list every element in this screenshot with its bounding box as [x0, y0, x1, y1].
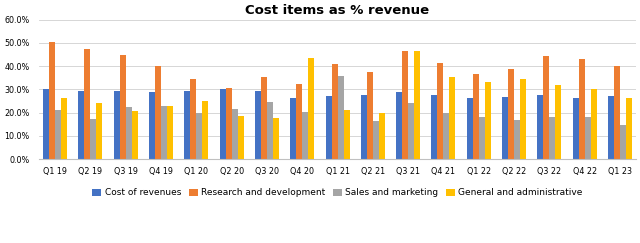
Bar: [196, 113, 202, 159]
Bar: [473, 74, 479, 159]
Bar: [220, 89, 226, 159]
Bar: [202, 101, 209, 159]
Bar: [556, 85, 561, 159]
Bar: [61, 98, 67, 159]
Bar: [484, 82, 491, 159]
Bar: [438, 63, 444, 159]
Bar: [326, 96, 332, 159]
Bar: [585, 117, 591, 159]
Bar: [49, 43, 55, 159]
Bar: [120, 55, 125, 159]
Bar: [396, 92, 402, 159]
Bar: [302, 112, 308, 159]
Bar: [626, 98, 632, 159]
Bar: [449, 77, 456, 159]
Bar: [514, 120, 520, 159]
Bar: [414, 51, 420, 159]
Bar: [190, 79, 196, 159]
Bar: [591, 89, 596, 159]
Bar: [161, 106, 167, 159]
Bar: [291, 98, 296, 159]
Bar: [273, 118, 279, 159]
Bar: [502, 97, 508, 159]
Bar: [125, 107, 132, 159]
Bar: [543, 56, 549, 159]
Bar: [232, 109, 237, 159]
Bar: [155, 66, 161, 159]
Legend: Cost of revenues, Research and development, Sales and marketing, General and adm: Cost of revenues, Research and developme…: [91, 187, 584, 199]
Bar: [479, 117, 484, 159]
Bar: [267, 102, 273, 159]
Bar: [79, 91, 84, 159]
Bar: [431, 95, 438, 159]
Bar: [97, 103, 102, 159]
Bar: [344, 110, 349, 159]
Bar: [149, 92, 155, 159]
Bar: [379, 113, 385, 159]
Bar: [132, 111, 138, 159]
Bar: [373, 121, 379, 159]
Bar: [367, 72, 373, 159]
Bar: [402, 51, 408, 159]
Bar: [549, 117, 556, 159]
Bar: [614, 66, 620, 159]
Bar: [84, 50, 90, 159]
Title: Cost items as % revenue: Cost items as % revenue: [246, 4, 429, 17]
Bar: [255, 91, 261, 159]
Bar: [43, 89, 49, 159]
Bar: [332, 64, 337, 159]
Bar: [608, 96, 614, 159]
Bar: [337, 76, 344, 159]
Bar: [237, 116, 244, 159]
Bar: [408, 103, 414, 159]
Bar: [296, 84, 302, 159]
Bar: [620, 125, 626, 159]
Bar: [55, 110, 61, 159]
Bar: [467, 98, 473, 159]
Bar: [261, 77, 267, 159]
Bar: [114, 91, 120, 159]
Bar: [167, 106, 173, 159]
Bar: [579, 59, 585, 159]
Bar: [308, 58, 314, 159]
Bar: [508, 69, 514, 159]
Bar: [538, 95, 543, 159]
Bar: [90, 119, 97, 159]
Bar: [520, 79, 526, 159]
Bar: [444, 113, 449, 159]
Bar: [226, 88, 232, 159]
Bar: [573, 98, 579, 159]
Bar: [361, 95, 367, 159]
Bar: [184, 91, 190, 159]
